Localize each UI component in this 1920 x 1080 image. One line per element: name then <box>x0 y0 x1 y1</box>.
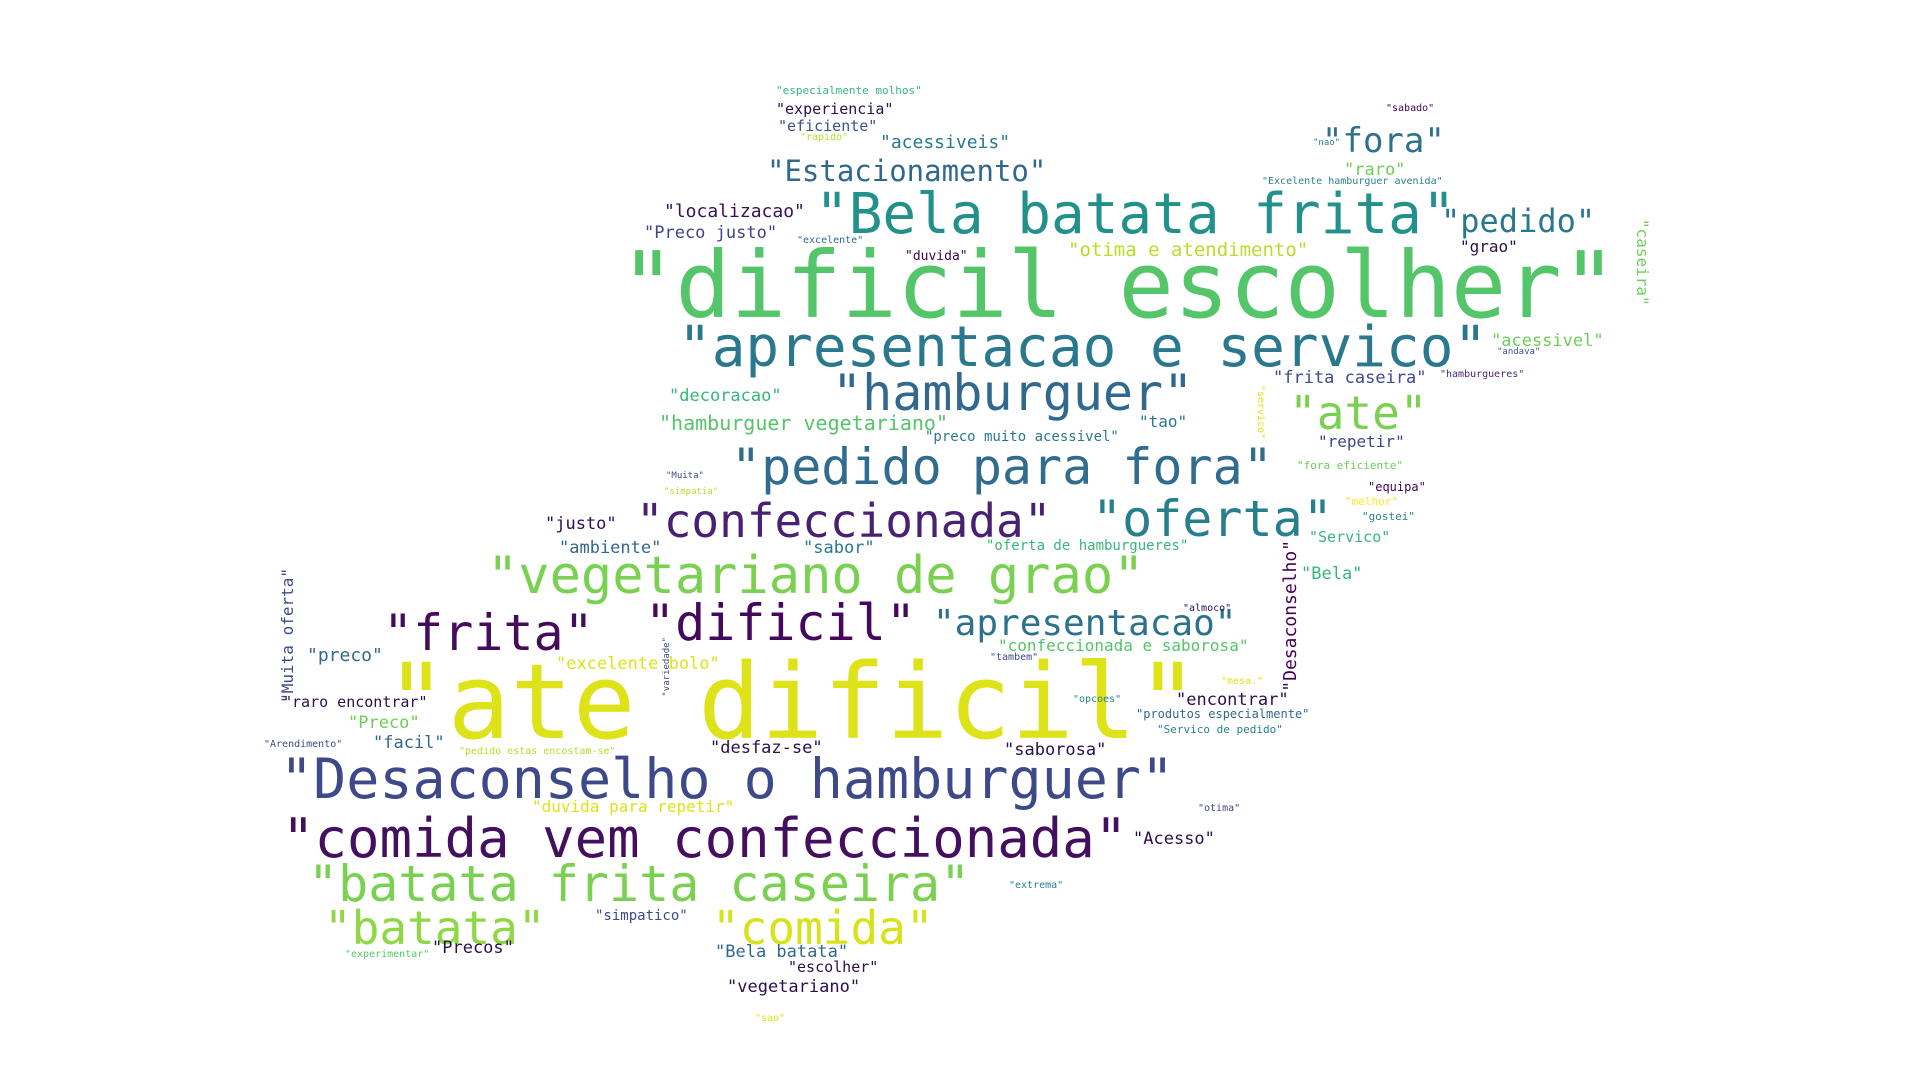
word: "pedido estas encostam-se" <box>459 746 616 757</box>
word: "duvida" <box>905 249 968 264</box>
word: "justo" <box>545 514 617 534</box>
word: "acessiveis" <box>880 132 1011 153</box>
word: "Servico de pedido" <box>1157 723 1283 736</box>
word: "vegetariano" <box>727 977 861 997</box>
word: "saborosa" <box>1004 740 1107 760</box>
word: "servico" <box>1255 385 1266 440</box>
word: "batata frita caseira" <box>308 855 971 913</box>
word: "encontrar" <box>1176 690 1289 710</box>
word: "hamburguer" <box>832 364 1194 422</box>
word: "fora" <box>1322 121 1445 161</box>
word: "melhor" <box>1345 495 1398 508</box>
word: "nao" <box>1313 138 1341 148</box>
word: "preco muito acessivel" <box>925 429 1119 445</box>
word: "ambiente" <box>559 538 662 558</box>
word: "raro" <box>1344 160 1406 180</box>
word: "repetir" <box>1318 432 1405 451</box>
word: "dificil escolher" <box>620 232 1617 339</box>
word: "simpatico" <box>595 908 688 924</box>
word: "especialmente molhos" <box>776 84 922 97</box>
word: "pedido para fora" <box>731 438 1273 496</box>
word: "Muita" <box>666 471 704 481</box>
word: "batata" <box>324 901 546 955</box>
word: "comida" <box>712 901 934 955</box>
word: "decoracao" <box>669 386 782 406</box>
word: "Servico" <box>1309 528 1391 546</box>
word: "equipa" <box>1368 480 1426 494</box>
word: "otima e atendimento" <box>1068 239 1309 261</box>
word: "experiencia" <box>776 100 894 118</box>
word: "otima" <box>1198 803 1241 814</box>
word: "experimentar" <box>345 949 430 960</box>
word: "pedido" <box>1441 202 1596 240</box>
word: "confeccionada" <box>636 494 1052 548</box>
word: "Preco" <box>348 713 420 733</box>
word: "oferta" <box>1092 490 1333 548</box>
word: "dificil" <box>645 594 916 652</box>
word: "mesa." <box>1221 676 1264 687</box>
word: "Arendimento" <box>264 739 343 750</box>
word: "desfaz-se" <box>710 738 823 758</box>
word: "sao" <box>755 1013 786 1024</box>
word: "Preco justo" <box>644 223 778 243</box>
word: "grao" <box>1460 237 1518 256</box>
word: "comida vem confeccionada" <box>282 807 1128 870</box>
word: "oferta de hamburgueres" <box>986 538 1189 554</box>
word: "ate dificil" <box>385 641 1199 763</box>
word: "tao" <box>1139 412 1188 431</box>
word: "hamburguer vegetariano" <box>659 411 948 435</box>
word: "produtos especialmente" <box>1136 707 1310 721</box>
word: "Excelente hamburguer avenida" <box>1262 176 1443 187</box>
word: "simpatia" <box>664 487 719 497</box>
word: "Acesso" <box>1133 829 1215 849</box>
word: "extrema" <box>1009 880 1064 891</box>
word: "sabor" <box>803 538 875 558</box>
word: "frita caseira" <box>1273 368 1427 388</box>
word: "frita" <box>383 604 594 662</box>
word: "Bela" <box>1301 564 1363 584</box>
word: "Bela batata frita" <box>815 182 1456 247</box>
word: "Desaconselho o hamburguer" <box>280 747 1175 811</box>
word: "Estacionamento" <box>767 154 1047 188</box>
word: "Bela batata" <box>715 942 849 962</box>
word: "duvida para repetir" <box>532 797 735 816</box>
word: "gostei" <box>1362 510 1415 523</box>
word: "confeccionada e saborosa" <box>998 636 1249 655</box>
word: "localizacao" <box>664 201 805 222</box>
word: "Precos" <box>432 938 514 958</box>
word: "fora eficiente" <box>1297 459 1403 472</box>
word: "vegetariano de grao" <box>487 546 1145 606</box>
word: "variedade" <box>662 637 672 697</box>
word: "apresentacao e servico" <box>678 315 1488 380</box>
word: "hamburgueres" <box>1440 369 1525 380</box>
word: "acessivel" <box>1491 331 1604 351</box>
word: "Muita oferta" <box>278 568 297 703</box>
word: "raro encontrar" <box>283 693 428 711</box>
word: "excelente" <box>797 235 864 246</box>
word: "caseira" <box>1633 219 1652 306</box>
word: "escolher" <box>788 958 879 976</box>
word: "ate" <box>1289 386 1428 440</box>
word: "almoco" <box>1183 603 1232 614</box>
word: "sabado" <box>1386 103 1435 114</box>
word: "Desaconselho" <box>1280 540 1301 692</box>
word: "tambem" <box>990 652 1039 663</box>
word: "rapido" <box>800 132 849 143</box>
word: "preco" <box>307 645 383 666</box>
word: "apresentacao" <box>933 603 1237 644</box>
word: "opcoes" <box>1073 694 1122 705</box>
word: "eficiente" <box>778 117 878 135</box>
word: "andava" <box>1497 347 1541 357</box>
word: "facil" <box>373 733 445 753</box>
word: "excelente bolo" <box>556 654 720 674</box>
